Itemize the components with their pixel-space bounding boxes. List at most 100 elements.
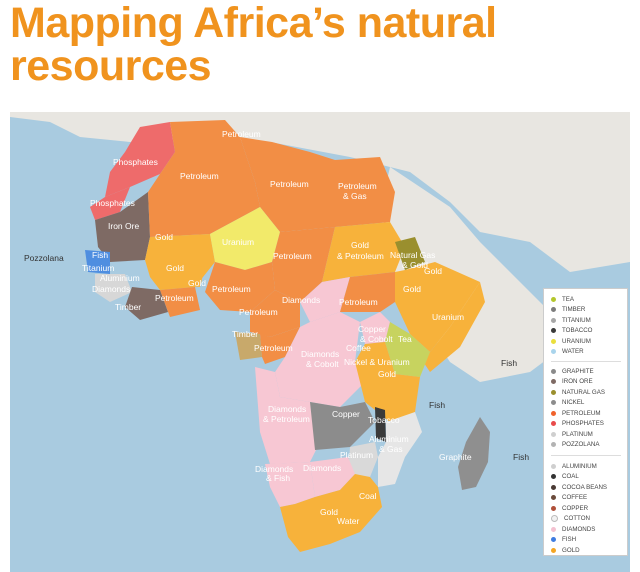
- label-diamonds: Diamonds: [303, 463, 341, 473]
- legend-swatch: [551, 296, 556, 302]
- region-gold-burkina: [170, 262, 205, 287]
- label-nickel-uranium: Nickel & Uranium: [344, 357, 410, 367]
- region-petroleum-ssudan: [340, 272, 395, 312]
- region-petroleum-egypt: [335, 157, 395, 227]
- map-frame: Petroleum Phosphates Petroleum Petroleum…: [10, 112, 630, 572]
- legend-divider: [551, 455, 621, 456]
- legend-label: Cotton: [564, 515, 591, 523]
- legend-item: Coal: [551, 472, 607, 483]
- label-uranium: Uranium: [222, 237, 254, 247]
- region-timber-gabon: [235, 332, 262, 360]
- africa-map: Petroleum Phosphates Petroleum Petroleum…: [10, 112, 630, 572]
- region-gold-tanzania: [355, 342, 420, 422]
- label-copper: Copper: [332, 409, 360, 419]
- legend-swatch: [551, 505, 556, 511]
- region-petroleum-cameroon: [250, 290, 300, 337]
- label-natural-gas-gold: & Gold: [402, 260, 428, 270]
- label-natural-gas: Natural Gas: [390, 250, 435, 260]
- legend-swatch: [551, 474, 556, 480]
- label-timber: Timber: [232, 329, 258, 339]
- legend-label: Titanium: [562, 316, 591, 324]
- legend-swatch: [551, 410, 556, 416]
- region-aluminium-guinea: [95, 274, 132, 302]
- legend-label: Coal: [562, 473, 579, 481]
- legend-item: Titanium: [551, 315, 592, 326]
- label-gold: Gold: [155, 232, 173, 242]
- label-diamonds: Diamonds: [282, 295, 320, 305]
- label-petroleum: Petroleum: [339, 297, 378, 307]
- legend-group-1: Tea Timber Titanium Tobacco Uranium Water: [551, 294, 592, 357]
- legend-item: Cotton: [551, 514, 607, 525]
- label-diamonds-petroleum: & Petroleum: [263, 414, 310, 424]
- legend-item: Nickel: [551, 398, 605, 409]
- legend-label: Fish: [562, 536, 577, 544]
- region-uranium-niger: [210, 207, 280, 270]
- legend-divider: [551, 361, 621, 362]
- region-tobacco-malawi: [375, 407, 386, 442]
- legend-label: Phosphates: [562, 420, 604, 428]
- label-gold: Gold: [320, 507, 338, 517]
- label-timber: Timber: [115, 302, 141, 312]
- label-aluminium: Aluminium: [369, 434, 409, 444]
- label-copper-cobolt: & Cobolt: [360, 334, 393, 344]
- legend-swatch: [551, 421, 556, 427]
- region-platinum-zimbabwe: [348, 442, 378, 477]
- legend-item: Graphite: [551, 366, 605, 377]
- region-phosphates-wsahara: [90, 187, 130, 220]
- region-petroleum-ghana: [160, 287, 200, 317]
- land-north: [10, 112, 630, 272]
- label-phosphates: Phosphates: [90, 198, 135, 208]
- label-gold: Gold: [166, 263, 184, 273]
- legend-swatch: [551, 368, 556, 374]
- label-petroleum: Petroleum: [270, 179, 309, 189]
- legend-item: Platinum: [551, 429, 605, 440]
- legend-swatch: [551, 463, 556, 469]
- legend-swatch: [551, 307, 556, 313]
- region-gold-southafrica: [280, 474, 382, 552]
- region-diamonds-namibia: [265, 462, 315, 507]
- legend-item: Tobacco: [551, 326, 592, 337]
- legend-swatch: [551, 526, 556, 532]
- legend-label: Diamonds: [562, 525, 596, 533]
- legend-label: Graphite: [562, 367, 594, 375]
- region-timber-liberia: [125, 287, 168, 320]
- label-petroleum: Petroleum: [222, 129, 261, 139]
- label-fish: Fish: [92, 250, 108, 260]
- legend-swatch: [551, 495, 556, 501]
- legend-item: Water: [551, 347, 592, 358]
- label-titanium: Titanium: [82, 263, 114, 273]
- label-iron-ore: Iron Ore: [108, 221, 139, 231]
- label-fish: Fish: [513, 452, 529, 462]
- label-gold: Gold: [378, 369, 396, 379]
- label-petroleum: Petroleum: [273, 251, 312, 261]
- legend-label: Timber: [562, 306, 586, 314]
- legend-item: Fish: [551, 535, 607, 546]
- legend-item: Copper: [551, 503, 607, 514]
- label-gold-petroleum: & Petroleum: [337, 251, 384, 261]
- legend-item: Natural Gas: [551, 387, 605, 398]
- region-aluminium-mozambique: [378, 412, 422, 487]
- legend-label: Gold: [562, 546, 580, 554]
- legend-item: Pozzolana: [551, 440, 605, 451]
- legend-swatch: [551, 547, 556, 553]
- legend-label: Tobacco: [562, 327, 593, 335]
- legend-item: Timber: [551, 305, 592, 316]
- legend-label: Aluminium: [562, 462, 597, 470]
- label-diamonds-cobolt: & Cobolt: [306, 359, 339, 369]
- label-petroleum: Petroleum: [155, 293, 194, 303]
- legend-item: Coffee: [551, 493, 607, 504]
- legend-label: Platinum: [562, 430, 593, 438]
- region-petroleum-algeria: [148, 120, 260, 237]
- label-gold: Gold: [424, 266, 442, 276]
- title-line-1: Mapping Africa’s natural: [10, 0, 497, 47]
- label-diamonds: Diamonds: [92, 284, 130, 294]
- legend-swatch: [551, 484, 556, 490]
- legend-item: Uranium: [551, 336, 592, 347]
- region-natural-gas: [395, 237, 425, 270]
- label-phosphates: Phosphates: [113, 157, 158, 167]
- label-coffee: Coffee: [346, 343, 371, 353]
- label-diamonds-fish: & Fish: [266, 473, 290, 483]
- label-pozzolana: Pozzolana: [24, 253, 64, 263]
- legend-swatch: [551, 515, 558, 523]
- legend-swatch: [551, 338, 556, 344]
